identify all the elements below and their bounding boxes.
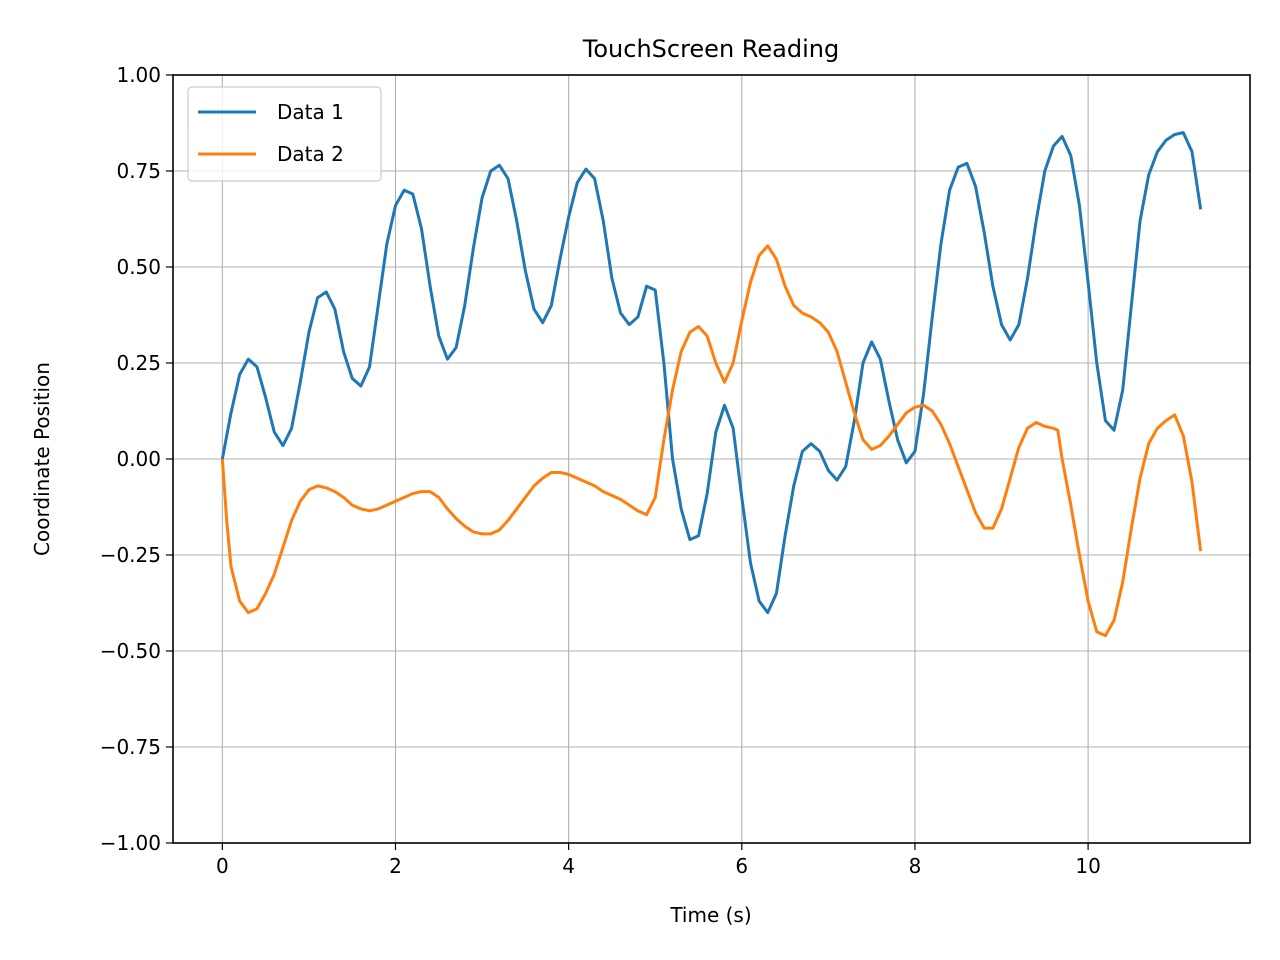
ticks: 0 2 4 6 8 10 −1.00 −0.75 −0.50 −0.25 0.00 0.25 0.50 0…	[100, 63, 1101, 878]
x-tick-label: 0	[216, 854, 229, 878]
x-tick-label: 8	[909, 854, 922, 878]
legend-label-2: Data 2	[277, 142, 344, 166]
x-tick-label: 2	[389, 854, 402, 878]
y-axis-label: Coordinate Position	[30, 362, 54, 556]
y-tick-label: 0.50	[116, 255, 161, 279]
x-tick-label: 6	[735, 854, 748, 878]
x-tick-label: 10	[1075, 854, 1100, 878]
series-line-2	[220, 244, 1203, 638]
y-tick-label: 0.75	[116, 159, 161, 183]
x-axis-label: Time (s)	[669, 903, 751, 927]
chart-title: TouchScreen Reading	[582, 35, 839, 63]
legend-label-1: Data 1	[277, 100, 344, 124]
y-tick-label: 1.00	[116, 63, 161, 87]
series-lines	[220, 131, 1203, 638]
y-tick-label: −0.75	[100, 735, 161, 759]
y-tick-label: 0.25	[116, 351, 161, 375]
legend: Data 1 Data 2	[187, 86, 382, 182]
y-tick-label: −0.25	[100, 543, 161, 567]
y-tick-label: 0.00	[116, 447, 161, 471]
y-tick-label: −1.00	[100, 831, 161, 855]
x-tick-label: 4	[562, 854, 575, 878]
y-tick-label: −0.50	[100, 639, 161, 663]
series-line-1	[220, 131, 1203, 615]
